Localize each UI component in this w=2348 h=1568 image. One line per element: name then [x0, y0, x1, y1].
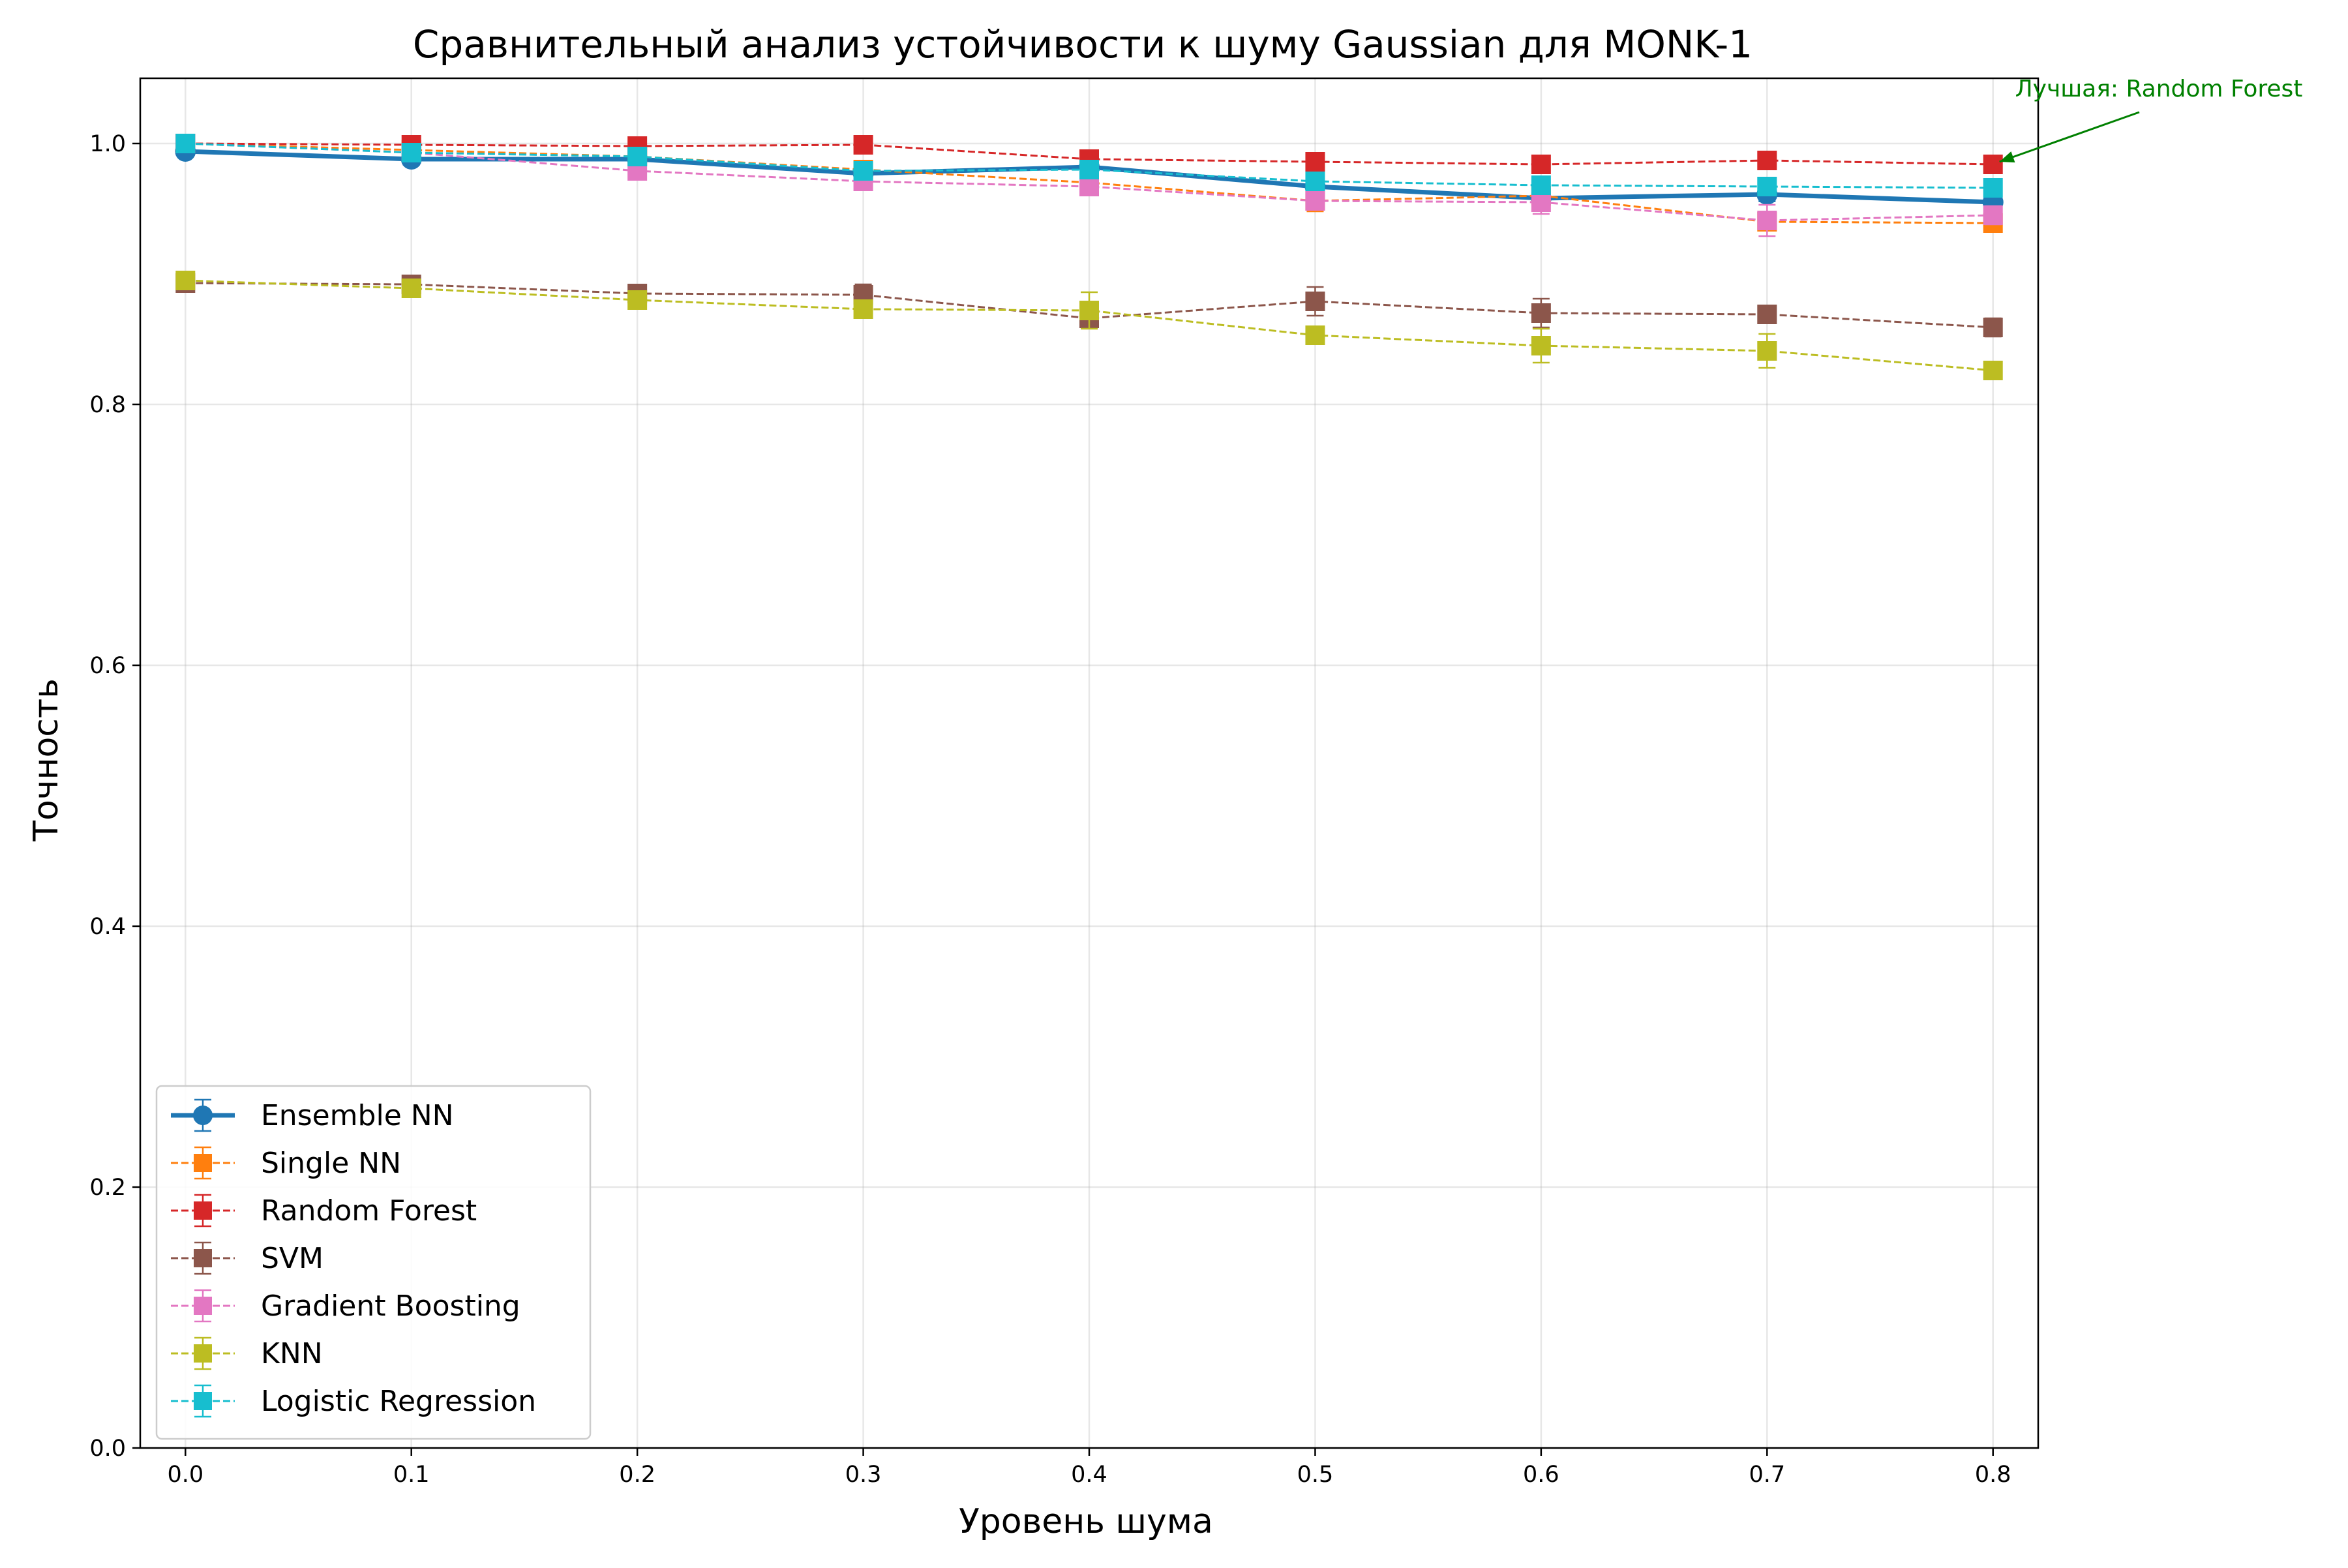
x-tick-label: 0.6: [1523, 1462, 1559, 1488]
legend-entry: SVM: [171, 1241, 324, 1275]
data-point: [1079, 177, 1099, 196]
data-point: [1757, 211, 1777, 230]
data-point: [175, 271, 196, 290]
data-point: [1079, 301, 1099, 320]
series-logistic-regression: [175, 134, 2003, 198]
y-tick-label: 0.2: [89, 1175, 126, 1201]
chart-title: Сравнительный анализ устойчивости к шуму…: [413, 22, 1753, 67]
y-tick-label: 0.6: [89, 653, 126, 679]
data-point: [1531, 303, 1551, 323]
data-point: [1983, 361, 2003, 380]
legend-label: Ensemble NN: [261, 1099, 454, 1132]
legend-label: Single NN: [261, 1147, 401, 1180]
legend-label: KNN: [261, 1337, 323, 1370]
y-tick-label: 0.0: [89, 1436, 126, 1462]
legend-label: Random Forest: [261, 1194, 477, 1228]
legend-marker: [194, 1201, 212, 1220]
data-point: [1079, 160, 1099, 179]
legend-box: [155, 1085, 592, 1440]
series-line: [185, 142, 1993, 222]
x-tick-label: 0.8: [1975, 1462, 2011, 1488]
data-point: [1531, 155, 1551, 174]
legend-entry: Ensemble NN: [171, 1098, 454, 1132]
data-point: [1305, 292, 1325, 311]
legend: Ensemble NN Single NN Random Forest SVM Grad…: [155, 1085, 592, 1440]
data-point: [1305, 152, 1325, 172]
data-point: [1305, 325, 1325, 345]
x-tick-label: 0.2: [619, 1462, 655, 1488]
x-tick-label: 0.7: [1749, 1462, 1785, 1488]
x-tick-label: 0.5: [1297, 1462, 1334, 1488]
data-point: [1983, 205, 2003, 225]
x-tick-label: 0.1: [393, 1462, 430, 1488]
legend-marker: [193, 1106, 213, 1125]
legend-entry: Random Forest: [171, 1194, 477, 1228]
x-axis-label: Уровень шума: [959, 1502, 1213, 1541]
data-point: [1983, 155, 2003, 174]
x-tick-label: 0.3: [845, 1462, 882, 1488]
annotation-text: Лучшая: Random Forest: [2015, 76, 2303, 102]
data-point: [1983, 178, 2003, 198]
series-layer: [175, 134, 2004, 380]
annotation: Лучшая: Random Forest: [1999, 76, 2303, 163]
annotation-arrow: [1999, 111, 2140, 163]
y-tick-label: 0.8: [89, 392, 126, 418]
data-point: [1757, 341, 1777, 361]
legend-entry: Logistic Regression: [171, 1384, 536, 1418]
legend-marker: [194, 1154, 212, 1172]
data-point: [175, 134, 196, 153]
data-point: [853, 161, 873, 181]
legend-marker: [194, 1249, 212, 1267]
data-point: [401, 143, 421, 162]
x-tick-label: 0.0: [167, 1462, 203, 1488]
axis-ticks: 0.0 0.1 0.2 0.3 0.4 0.5 0.6 0.7 0.8 0.0 0.2 0.4 0.6 0…: [89, 131, 2011, 1488]
y-tick-label: 1.0: [89, 131, 126, 157]
legend-label: Gradient Boosting: [261, 1289, 520, 1323]
data-point: [401, 279, 421, 298]
data-point: [1305, 172, 1325, 191]
data-point: [853, 135, 873, 155]
legend-marker: [194, 1297, 212, 1315]
data-point: [853, 299, 873, 319]
data-point: [1757, 177, 1777, 196]
legend-entry: Gradient Boosting: [171, 1289, 520, 1323]
x-tick-label: 0.4: [1071, 1462, 1107, 1488]
data-point: [1757, 305, 1777, 324]
y-axis-label: Точность: [27, 678, 66, 842]
series-knn: [175, 271, 2003, 380]
data-point: [627, 290, 648, 310]
series-line: [185, 142, 1993, 224]
legend-label: SVM: [261, 1242, 324, 1275]
data-point: [1757, 151, 1777, 170]
legend-entry: KNN: [171, 1336, 323, 1370]
legend-label: Logistic Regression: [261, 1385, 536, 1418]
data-point: [1531, 175, 1551, 195]
legend-entry: Single NN: [171, 1146, 401, 1180]
y-tick-label: 0.4: [89, 914, 126, 940]
legend-marker: [194, 1344, 212, 1363]
data-point: [1305, 191, 1325, 211]
data-point: [1531, 192, 1551, 212]
series-line: [185, 282, 1993, 329]
data-point: [1983, 318, 2003, 337]
legend-marker: [194, 1392, 212, 1410]
annotation-arrow-head: [1999, 151, 2015, 163]
data-point: [627, 147, 648, 166]
data-point: [1531, 336, 1551, 355]
